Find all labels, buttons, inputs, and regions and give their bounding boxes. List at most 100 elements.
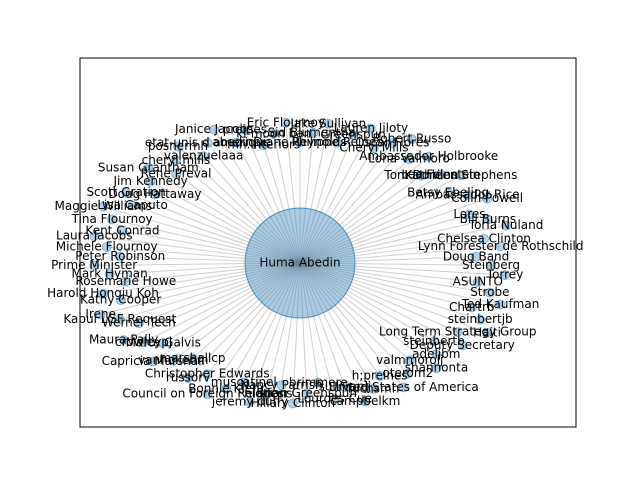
node-label-chartrb: Chartrb <box>449 300 495 314</box>
node-label-greenspun: Greenspun <box>320 128 385 142</box>
node-nancy-parrish <box>276 380 287 391</box>
node-label-jim-kennedy: Jim Kennedy <box>112 174 187 188</box>
node-adeljbm <box>431 349 442 360</box>
node-fuchsmh <box>368 383 379 394</box>
node-tina-flournoy <box>107 214 118 225</box>
node-toria-nuland <box>501 220 511 231</box>
node-label-lauren-jiloty: Lauren Jiloty <box>334 121 408 135</box>
node-label-chelsea-clinton: Chelsea Clinton <box>437 231 531 245</box>
node-laura-jacobs <box>89 231 100 241</box>
edge-65 <box>120 262 301 301</box>
node-label-diane-reynolds: Diane Reynolds <box>253 135 346 149</box>
edge-26 <box>299 262 478 283</box>
node-susan-grantham <box>143 163 154 173</box>
edge-66 <box>102 262 301 295</box>
node-label-oterom2: oterom2 <box>382 366 433 380</box>
edge-82 <box>175 160 301 264</box>
node-label-michele-flournoy: Michele Flournoy <box>56 239 158 253</box>
edge-16 <box>299 194 468 264</box>
node-label-muscatinel: muscatinel <box>211 375 277 389</box>
hub-label: Huma Abedin <box>259 256 340 270</box>
node-label-niddesr: niddesr <box>244 387 289 401</box>
node-rene-preval <box>171 168 181 179</box>
node-preines <box>239 125 250 136</box>
node-label-lisa-caputo: Lisa Caputo <box>97 198 167 212</box>
node-label-scott-gration: Scott Gration <box>86 185 165 199</box>
node-doug-band <box>471 251 481 262</box>
node-label-susan-grantham: Susan Grantham <box>98 160 199 174</box>
edge-77 <box>125 192 301 264</box>
node-maggie-williams <box>98 201 109 212</box>
edge-23 <box>299 256 477 264</box>
node-label-cheryl-mills: Cheryl Mills <box>339 141 408 155</box>
node-label-valmmorolj: valmmorolj <box>376 353 443 367</box>
edge-21 <box>299 238 485 264</box>
node-valenzuelaaa <box>198 151 209 162</box>
node-brian-greenspun <box>301 388 312 399</box>
node-label-doug-hattaway: Doug Hattaway <box>108 187 201 201</box>
edge-68 <box>109 262 301 275</box>
node-deputy-secretary <box>457 340 468 351</box>
node-lee-feinstein <box>435 169 446 180</box>
edge-91 <box>285 122 301 264</box>
edge-4 <box>299 142 338 264</box>
node-steinberg <box>486 260 496 271</box>
edge-18 <box>299 214 470 264</box>
edge-75 <box>103 206 301 264</box>
node-label-crowleypj: crowleypj <box>115 335 172 349</box>
node-label-steinbertjb: steinbertjb <box>448 312 513 326</box>
node-label-long-term-strategy-group: Long Term Strategy Group <box>379 325 537 339</box>
node-label-ambassador-rice: Ambassador Rice <box>415 188 519 202</box>
node-label-preines: preines <box>223 123 267 137</box>
edge-85 <box>207 142 301 264</box>
node-label-vanhollenm: vanhollenm <box>138 353 208 367</box>
node-diane-reynolds <box>295 137 305 148</box>
node-kent-conrad <box>117 225 128 236</box>
node-label-marta-galvis: Marta Galvis <box>126 335 201 349</box>
node-etat-unis-d-amerique <box>202 138 213 148</box>
node-torrey <box>500 270 510 281</box>
node-label-kabul-lgf-request: Kabul LGF Request <box>63 312 176 326</box>
node-label-peter-robinson: Peter Robinson <box>75 249 165 263</box>
node-campbelkm <box>360 396 371 407</box>
node-label-lynn-forester-de-rothschild: Lynn Forester de Rothschild <box>418 239 584 253</box>
node-shannonta <box>431 363 442 374</box>
edge-69 <box>94 262 301 266</box>
edge-32 <box>299 262 458 333</box>
node-label-torrey: Torrey <box>486 268 524 282</box>
edge-80 <box>148 167 301 264</box>
edge-22 <box>299 245 501 264</box>
node-label-eric-flournoy: Eric Flournoy <box>247 115 325 129</box>
node-label-janice-jacobs: Janice Jacobs <box>174 122 253 136</box>
edge-78 <box>154 194 301 264</box>
edge-48 <box>280 262 301 386</box>
node-label-werner-tech: Werner Tech <box>102 316 176 330</box>
node-label-prime-minister: Prime Minister <box>51 258 137 272</box>
node-label-tina-flournoy: Tina Flournoy <box>71 212 153 226</box>
node-lauren-jiloty <box>366 123 376 134</box>
edge-71 <box>106 246 301 264</box>
edge-30 <box>299 262 481 321</box>
node-kabul-lgf-request <box>114 314 125 325</box>
node-werner-tech <box>133 318 144 329</box>
node-label-marshallcp: marshallcp <box>159 351 225 365</box>
node-label-oscar-flores: Oscar Flores <box>355 136 429 150</box>
node-chelsea-clinton <box>479 233 489 244</box>
edge-10 <box>299 158 410 264</box>
node-label-council-on-foreign-relations: Council on Foreign Relations <box>122 387 292 401</box>
node-label-ted-kaufman: Ted Kaufman <box>461 297 540 311</box>
node-mark-hyman <box>104 269 115 280</box>
node-label-mh-interiors: mh.interiors <box>227 138 300 152</box>
node-jim-kennedy <box>145 176 156 187</box>
node-capricia-marshall <box>148 356 159 367</box>
node-label-steinberg: Steinberg <box>462 258 520 272</box>
edge-67 <box>125 262 301 283</box>
edge-52 <box>226 262 301 390</box>
node-lynn-forester-de-rothschild <box>495 241 506 252</box>
node-label-lona-valmoro: Lona Valmoro <box>368 151 450 165</box>
edge-27 <box>299 262 490 294</box>
node-mh-interiors <box>258 140 269 151</box>
edge-42 <box>299 262 366 402</box>
edge-70 <box>120 256 301 264</box>
node-cheryl-mills <box>171 155 181 166</box>
